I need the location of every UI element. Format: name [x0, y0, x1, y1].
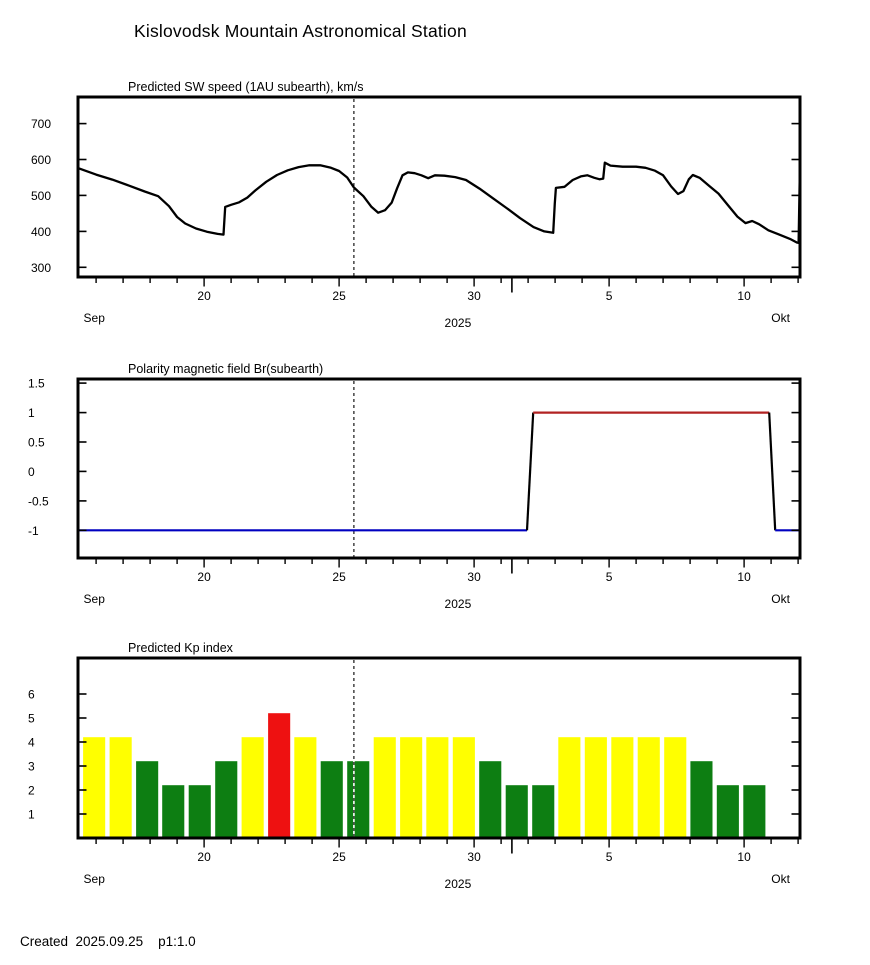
kp-bar	[83, 737, 106, 838]
month-label: Okt	[771, 872, 790, 886]
x-tick-label: 10	[737, 850, 751, 864]
plot-border	[76, 377, 802, 560]
month-label: Okt	[771, 311, 790, 325]
month-label: Sep	[84, 311, 106, 325]
kp-bar	[479, 761, 502, 838]
x-tick-label: 25	[332, 570, 346, 584]
kp-bar	[716, 785, 739, 838]
y-tick-label: 1	[28, 808, 35, 822]
kp-bar	[532, 785, 555, 838]
kp-bar	[215, 761, 238, 838]
year-label: 2025	[445, 316, 472, 330]
x-tick-label: 5	[606, 289, 613, 303]
kp-bar	[241, 737, 264, 838]
y-tick-label: -1	[28, 524, 39, 538]
kp-bar	[558, 737, 581, 838]
kp-bar	[188, 785, 211, 838]
year-label: 2025	[445, 597, 472, 611]
month-label: Sep	[84, 872, 106, 886]
y-tick-label: -0.5	[28, 494, 49, 508]
kp-bar	[109, 737, 132, 838]
plot-border	[76, 95, 802, 279]
polarity-transition-up-line	[525, 412, 535, 531]
created-timestamp: Created 2025.09.25 p1:1.0	[20, 934, 196, 949]
x-tick-label: 30	[467, 850, 481, 864]
chart-title: Predicted Kp index	[128, 641, 234, 655]
y-tick-label: 0	[28, 465, 35, 479]
kp-bar	[664, 737, 687, 838]
kp-bar	[637, 737, 660, 838]
y-tick-label: 600	[31, 153, 51, 167]
kp-bar	[347, 761, 370, 838]
kp-bar	[584, 737, 607, 838]
page-title: Kislovodsk Mountain Astronomical Station	[134, 21, 467, 41]
x-tick-label: 5	[606, 570, 613, 584]
kp-bar	[505, 785, 528, 838]
y-tick-label: 0.5	[28, 436, 45, 450]
polarity-transition-down-line	[768, 412, 777, 531]
y-tick-label: 400	[31, 225, 51, 239]
kp-bar	[373, 737, 396, 838]
kp-bar	[268, 713, 291, 838]
y-tick-label: 500	[31, 189, 51, 203]
kp-bar	[136, 761, 159, 838]
y-tick-label: 6	[28, 688, 35, 702]
kp-bar	[611, 737, 634, 838]
y-tick-label: 3	[28, 760, 35, 774]
kp-bar	[426, 737, 449, 838]
chart-title: Predicted SW speed (1AU subearth), km/s	[128, 80, 364, 94]
kp-bar	[690, 761, 713, 838]
y-tick-label: 4	[28, 736, 35, 750]
x-tick-label: 30	[467, 570, 481, 584]
x-tick-label: 25	[332, 850, 346, 864]
x-tick-label: 25	[332, 289, 346, 303]
month-label: Okt	[771, 592, 790, 606]
x-tick-label: 30	[467, 289, 481, 303]
kp-bar	[162, 785, 185, 838]
x-tick-label: 20	[197, 850, 211, 864]
kp-bar	[743, 785, 766, 838]
x-tick-label: 10	[737, 289, 751, 303]
x-tick-label: 20	[197, 570, 211, 584]
year-label: 2025	[445, 877, 472, 891]
x-tick-label: 5	[606, 850, 613, 864]
predicted-sw-speed-line	[77, 161, 802, 245]
y-tick-label: 2	[28, 784, 35, 798]
y-tick-label: 700	[31, 117, 51, 131]
plot-border	[76, 656, 802, 840]
x-tick-label: 20	[197, 289, 211, 303]
kp-bar	[320, 761, 343, 838]
month-label: Sep	[84, 592, 106, 606]
y-tick-label: 1	[28, 406, 35, 420]
kp-bar	[294, 737, 317, 838]
y-tick-label: 1.5	[28, 377, 45, 391]
chart-title: Polarity magnetic field Br(subearth)	[128, 362, 323, 376]
kp-bar	[400, 737, 423, 838]
x-tick-label: 10	[737, 570, 751, 584]
y-tick-label: 5	[28, 712, 35, 726]
y-tick-label: 300	[31, 261, 51, 275]
kp-bar	[452, 737, 475, 838]
